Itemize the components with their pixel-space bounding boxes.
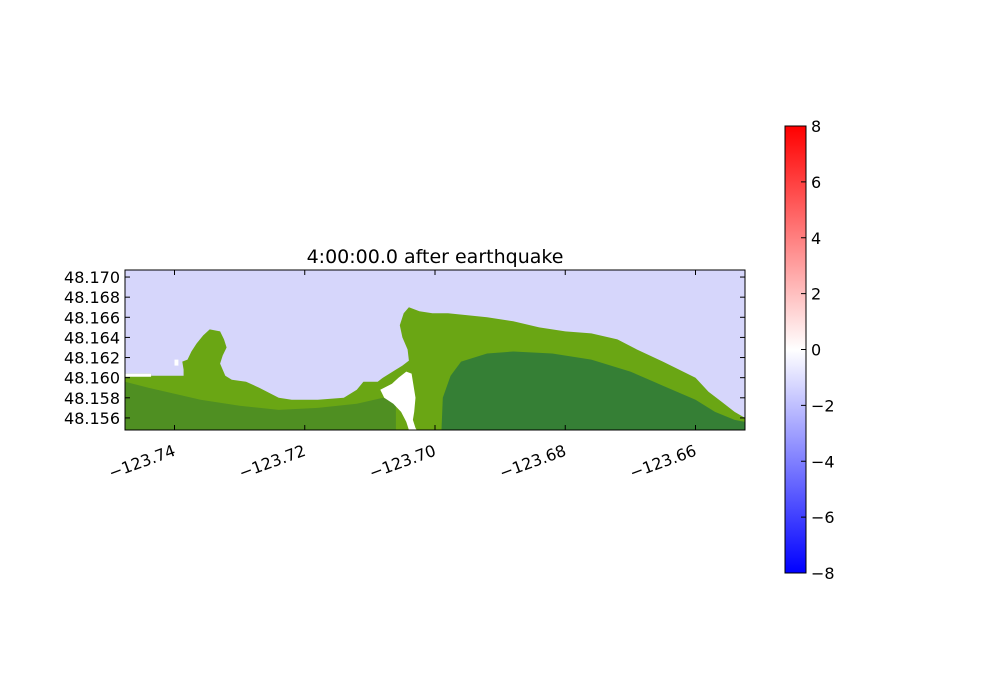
land-region-west bbox=[125, 381, 396, 430]
dry-patch-2 bbox=[174, 359, 179, 366]
dry-patch-1 bbox=[125, 373, 152, 377]
colorbar-tick-label: 0 bbox=[811, 341, 821, 360]
y-tick-label: 48.160 bbox=[64, 369, 120, 388]
colorbar-tick-label: 8 bbox=[811, 117, 821, 136]
y-tick-label: 48.164 bbox=[64, 328, 120, 347]
colorbar-tick-label: 6 bbox=[811, 173, 821, 192]
dry-patch-0 bbox=[380, 371, 417, 430]
chart-title: 4:00:00.0 after earthquake bbox=[307, 246, 564, 268]
y-tick-label: 48.166 bbox=[64, 308, 120, 327]
colorbar-tick-label: −8 bbox=[811, 564, 835, 583]
colorbar-tick-label: 4 bbox=[811, 229, 821, 248]
colorbar-tick-label: 2 bbox=[811, 285, 821, 304]
land-layer bbox=[125, 307, 745, 430]
colorbar: 8 6 4 2 0 −2 −4 −6 −8 bbox=[784, 117, 835, 583]
x-tick-label: −123.72 bbox=[236, 441, 308, 483]
colorbar-tick-label: −4 bbox=[811, 452, 835, 471]
colorbar-tick-label: −2 bbox=[811, 396, 835, 415]
y-tick-label: 48.170 bbox=[64, 268, 120, 287]
x-tick-label: −123.70 bbox=[367, 441, 439, 483]
colorbar-tick-label: −6 bbox=[811, 508, 835, 527]
y-tick-label: 48.168 bbox=[64, 288, 120, 307]
x-tick-label: −123.68 bbox=[497, 441, 569, 483]
y-tick-label: 48.162 bbox=[64, 349, 120, 368]
x-tick-label: −123.66 bbox=[627, 441, 699, 483]
y-tick-label: 48.158 bbox=[64, 389, 120, 408]
y-tick-label: 48.156 bbox=[64, 409, 120, 428]
y-axis: 48.15648.15848.16048.16248.16448.16648.1… bbox=[64, 268, 745, 428]
plot-area: −123.74 −123.72 −123.70 −123.68 −123.66 48.1… bbox=[64, 268, 746, 483]
colorbar-ticks: 8 6 4 2 0 −2 −4 −6 −8 bbox=[801, 117, 835, 583]
x-tick-label: −123.74 bbox=[106, 441, 178, 483]
land-region-east bbox=[441, 351, 745, 430]
